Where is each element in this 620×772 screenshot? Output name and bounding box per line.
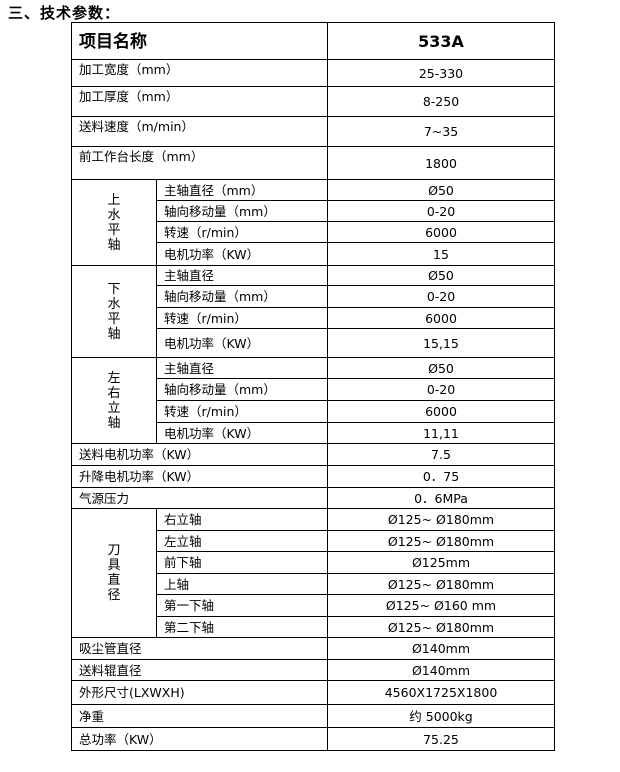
spec-value: 0．6MPa bbox=[327, 487, 555, 509]
table-row: 第二下轴 Ø125~ Ø180mm bbox=[72, 616, 555, 638]
spec-value: Ø125mm bbox=[327, 551, 555, 574]
table-row: 加工宽度（mm） 25-330 bbox=[71, 59, 555, 87]
spec-label: 第二下轴 bbox=[156, 616, 328, 638]
table-row: 左右立轴 主轴直径 Ø50 bbox=[71, 357, 555, 444]
spec-value: 6000 bbox=[327, 221, 555, 243]
spec-value: Ø140mm bbox=[327, 637, 555, 660]
spec-label: 外形尺寸(LXWXH) bbox=[71, 680, 328, 705]
spec-label: 左立轴 bbox=[156, 530, 328, 552]
table-row: 外形尺寸(LXWXH) 4560X1725X1800 bbox=[71, 680, 555, 705]
spec-label: 转速（r/min） bbox=[156, 221, 328, 243]
spec-label: 轴向移动量（mm） bbox=[156, 200, 328, 222]
table-row: 总功率（KW） 75.25 bbox=[71, 727, 555, 751]
table-row: 吸尘管直径 Ø140mm bbox=[71, 637, 555, 660]
group-label-text: 上水平轴 bbox=[107, 192, 121, 253]
table-row: 项目名称 533A bbox=[71, 22, 555, 60]
spec-value: Ø125~ Ø180mm bbox=[327, 616, 555, 638]
group-label: 左右立轴 bbox=[71, 357, 157, 444]
spec-value: 0．75 bbox=[327, 465, 555, 488]
spec-label: 送料电机功率（KW） bbox=[71, 443, 328, 466]
spec-label: 轴向移动量（mm） bbox=[156, 285, 328, 308]
section-title: 三、技术参数： bbox=[8, 4, 121, 22]
spec-label: 气源压力 bbox=[71, 487, 328, 509]
spec-table: 项目名称 533A 加工宽度（mm） 25-330 加工厚度（mm） 8-250 送料速度（… bbox=[71, 22, 555, 751]
group-label: 刀具直径 bbox=[71, 508, 157, 638]
spec-label: 电机功率（KW） bbox=[156, 328, 328, 358]
spec-value: 0-20 bbox=[327, 200, 555, 222]
table-row: 下水平轴 主轴直径 Ø50 bbox=[71, 265, 555, 358]
spec-value: 11,11 bbox=[327, 422, 555, 444]
spec-label: 吸尘管直径 bbox=[71, 637, 328, 660]
group-label: 上水平轴 bbox=[71, 179, 157, 266]
spec-label: 主轴直径 bbox=[156, 357, 328, 379]
table-row: 轴向移动量（mm） 0-20 bbox=[72, 378, 555, 401]
group-label: 下水平轴 bbox=[71, 265, 157, 358]
spec-label: 右立轴 bbox=[156, 508, 328, 531]
spec-value: 15,15 bbox=[327, 328, 555, 358]
spec-label: 升降电机功率（KW） bbox=[71, 465, 328, 488]
spec-value: 25-330 bbox=[327, 59, 555, 87]
table-row: 送料速度（m/min） 7~35 bbox=[71, 116, 555, 147]
spec-value: 6000 bbox=[327, 400, 555, 423]
table-row: 刀具直径 右立轴 Ø125~ Ø180mm bbox=[71, 508, 555, 638]
table-row: 轴向移动量（mm） 0-20 bbox=[72, 285, 555, 308]
spec-label: 送料辊直径 bbox=[71, 659, 328, 681]
table-row: 送料电机功率（KW） 7.5 bbox=[71, 443, 555, 466]
spec-label: 总功率（KW） bbox=[71, 727, 328, 751]
spec-value: 0-20 bbox=[327, 378, 555, 401]
spec-value: 7~35 bbox=[327, 116, 555, 147]
table-row: 加工厚度（mm） 8-250 bbox=[71, 86, 555, 117]
spec-label: 净重 bbox=[71, 704, 328, 728]
spec-value: Ø50 bbox=[327, 357, 555, 379]
group-label-text: 下水平轴 bbox=[107, 281, 121, 342]
spec-value: Ø125~ Ø180mm bbox=[327, 530, 555, 552]
spec-label: 上轴 bbox=[156, 573, 328, 595]
spec-label: 电机功率（KW） bbox=[156, 242, 328, 266]
spec-label: 加工厚度（mm） bbox=[71, 86, 328, 117]
spec-label: 加工宽度（mm） bbox=[71, 59, 328, 87]
header-label: 项目名称 bbox=[71, 22, 328, 60]
spec-value: 约 5000kg bbox=[327, 704, 555, 728]
spec-label: 电机功率（KW） bbox=[156, 422, 328, 444]
spec-value: Ø50 bbox=[327, 265, 555, 286]
spec-label: 主轴直径（mm） bbox=[156, 179, 328, 201]
table-row: 净重约 5000kg bbox=[71, 704, 555, 728]
spec-value: Ø125~ Ø180mm bbox=[327, 573, 555, 595]
table-row: 电机功率（KW） 11,11 bbox=[72, 422, 555, 444]
spec-label: 主轴直径 bbox=[156, 265, 328, 286]
spec-value: Ø50 bbox=[327, 179, 555, 201]
spec-value: Ø125~ Ø180mm bbox=[327, 508, 555, 531]
spec-value: 8-250 bbox=[327, 86, 555, 117]
table-row: 气源压力 0．6MPa bbox=[71, 487, 555, 509]
spec-value: 7.5 bbox=[327, 443, 555, 466]
spec-label: 前工作台长度（mm） bbox=[71, 146, 328, 180]
spec-label: 前下轴 bbox=[156, 551, 328, 574]
spec-value: 15 bbox=[327, 242, 555, 266]
table-row: 电机功率（KW） 15 bbox=[72, 242, 555, 266]
spec-label: 送料速度（m/min） bbox=[71, 116, 328, 147]
spec-value: 6000 bbox=[327, 307, 555, 329]
table-row: 上水平轴 主轴直径（mm） Ø50 bbox=[71, 179, 555, 266]
table-row: 升降电机功率（KW） 0．75 bbox=[71, 465, 555, 488]
header-model: 533A bbox=[327, 22, 555, 60]
table-row: 第一下轴 Ø125~ Ø160 mm bbox=[72, 594, 555, 617]
spec-value: 75.25 bbox=[327, 727, 555, 751]
spec-label: 转速（r/min） bbox=[156, 307, 328, 329]
table-row: 送料辊直径 Ø140mm bbox=[71, 659, 555, 681]
spec-value: 4560X1725X1800 bbox=[327, 680, 555, 705]
spec-value: 1800 bbox=[327, 146, 555, 180]
spec-value: Ø140mm bbox=[327, 659, 555, 681]
spec-label: 第一下轴 bbox=[156, 594, 328, 617]
spec-value: Ø125~ Ø160 mm bbox=[327, 594, 555, 617]
spec-value: 0-20 bbox=[327, 285, 555, 308]
table-row: 转速（r/min） 6000 bbox=[72, 400, 555, 423]
table-row: 前下轴 Ø125mm bbox=[72, 551, 555, 574]
spec-label: 转速（r/min） bbox=[156, 400, 328, 423]
table-row: 前工作台长度（mm） 1800 bbox=[71, 146, 555, 180]
group-label-text: 刀具直径 bbox=[107, 543, 121, 603]
spec-label: 轴向移动量（mm） bbox=[156, 378, 328, 401]
group-label-text: 左右立轴 bbox=[107, 370, 121, 431]
